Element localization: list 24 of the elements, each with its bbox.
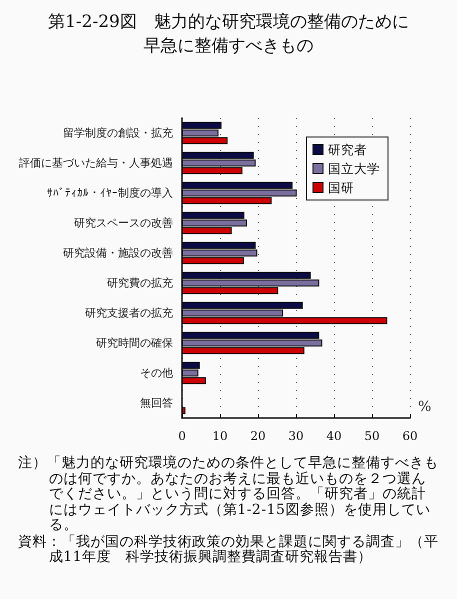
x-tick-label: 30 bbox=[288, 429, 304, 443]
y-tick-label: 留学制度の創設・拡充 bbox=[63, 126, 173, 140]
x-axis-title: % bbox=[418, 399, 432, 415]
text: 注）「魅力的な研究環境のための条件として早急に整備すべきものは何ですか。あなたのお考えに最も近いものを２つ選んでください。」という問に対する回答。「研究者」の統計にはウェイトバック方式（第1-2-15図参照）を使用している。 bbox=[18, 455, 440, 534]
legend-label: 国研 bbox=[328, 180, 354, 195]
y-tick-label: 研究支援者の拡充 bbox=[85, 306, 173, 320]
chart-title: 第1-2-29図 魅力的な研究環境の整備のために早急に整備すべきもの bbox=[47, 11, 410, 58]
x-tick-label: 20 bbox=[250, 429, 266, 443]
y-tick-label: その他 bbox=[140, 366, 173, 380]
x-tick-label: 10 bbox=[212, 429, 228, 443]
y-tick-label: 研究設備・施設の改善 bbox=[63, 246, 173, 260]
y-tick-label: 研究費の拡充 bbox=[107, 276, 173, 290]
text: 資料：「我が国の科学技術政策の効果と課題に関する調査」（平成11年度 科学技術振興調整費調査研究報告書） bbox=[18, 534, 440, 566]
x-tick-label: 0 bbox=[178, 429, 186, 443]
legend-label: 研究者 bbox=[328, 142, 367, 157]
x-tick-label: 60 bbox=[402, 429, 418, 443]
y-tick-label: 研究時間の確保 bbox=[96, 336, 173, 350]
y-tick-label: 評価に基づいた給与・人事処遇 bbox=[19, 156, 173, 170]
y-tick-label: 無回答 bbox=[140, 396, 173, 410]
y-tick-label: 研究スペースの改善 bbox=[74, 216, 173, 230]
x-tick-label: 50 bbox=[364, 429, 380, 443]
y-tick-label: ｻﾊﾞﾃｨｶﾙ・ｲﾔｰ制度の導入 bbox=[47, 186, 173, 200]
x-tick-label: 40 bbox=[326, 429, 342, 443]
legend-label: 国立大学 bbox=[328, 161, 380, 176]
